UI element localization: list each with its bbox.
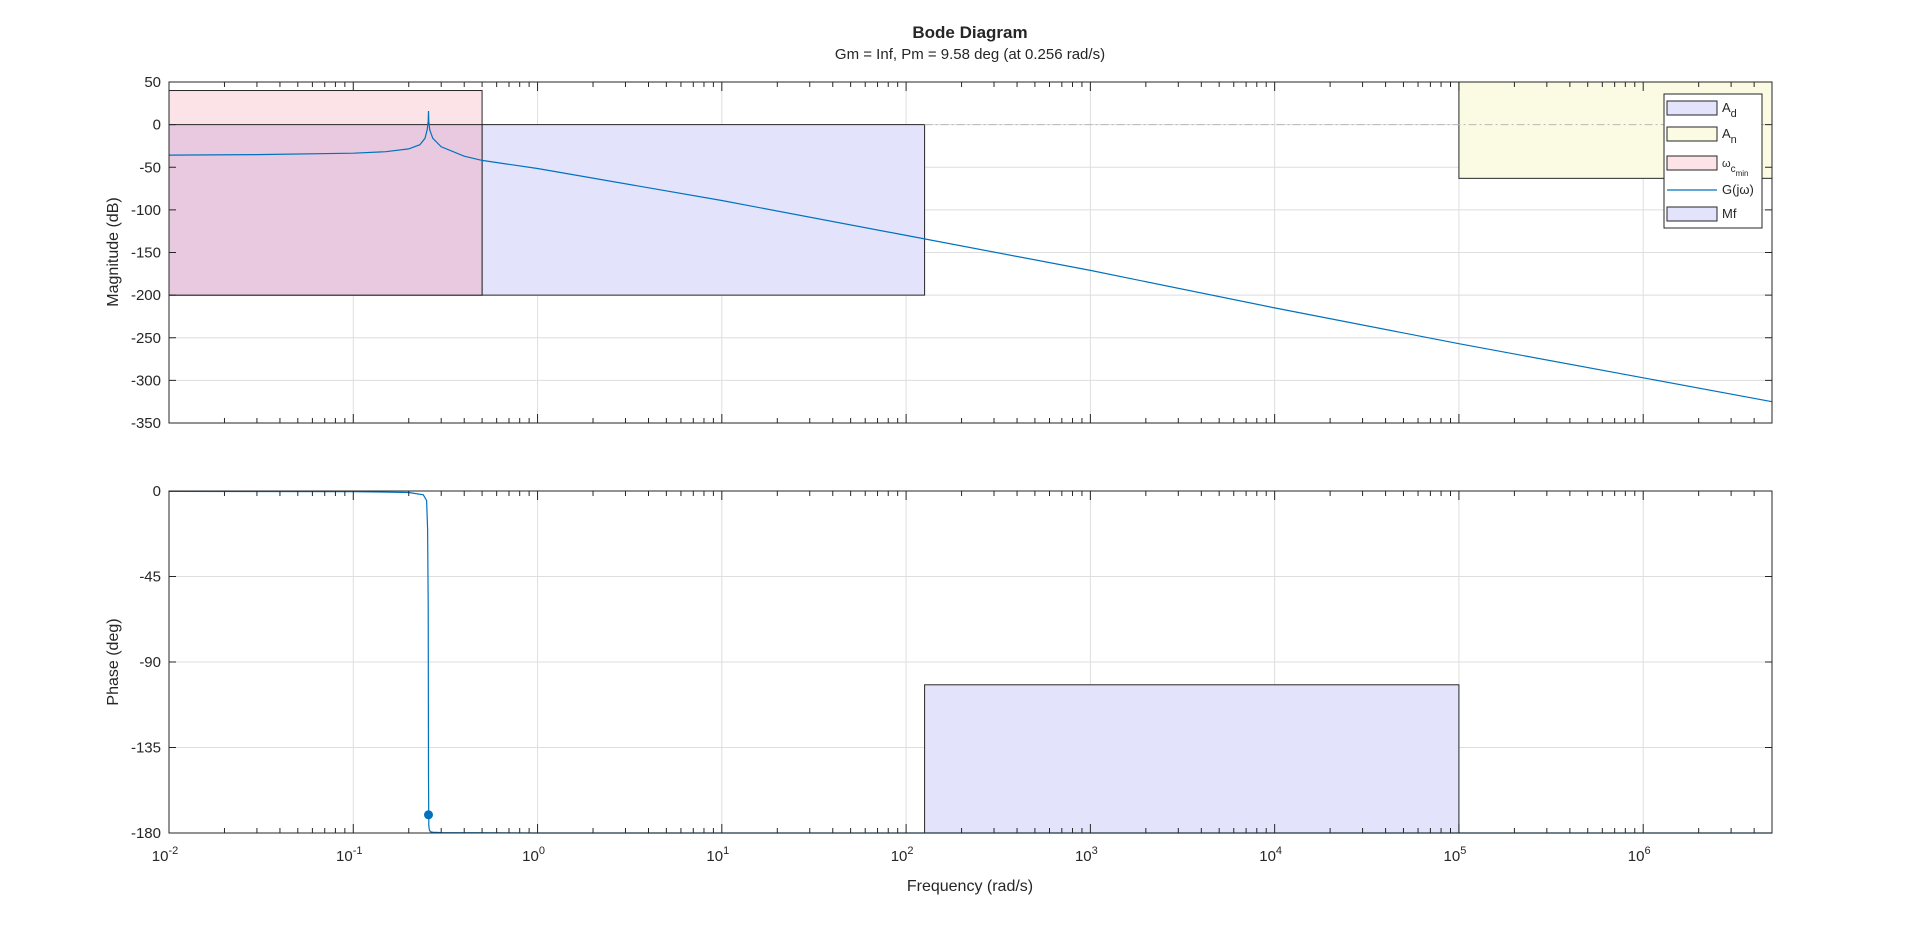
magnitude-ticks [168, 81, 1773, 424]
x-axis-label: Frequency (rad/s) [907, 878, 1033, 895]
phase-margin-marker [424, 810, 434, 820]
x-tick-labels: 10-2 10-1 100 101 102 103 104 105 106 [152, 845, 1651, 865]
magnitude-y-tick-labels: 50 0 -50 -100 -150 -200 -250 -300 -350 [131, 74, 161, 432]
phase-ticks [168, 490, 1773, 834]
legend-swatch-Ad [1666, 100, 1718, 116]
magnitude-y-tick-label: -250 [131, 330, 161, 347]
legend-label-wc_min: ωcmin [1722, 158, 1748, 178]
chart-subtitle: Gm = Inf, Pm = 9.58 deg (at 0.256 rad/s) [835, 46, 1105, 63]
x-tick-label: 100 [522, 845, 545, 865]
phase-panel: 0 -45 -90 -135 -180 Phase (deg) [105, 483, 1773, 842]
magnitude-y-tick-label: -300 [131, 372, 161, 389]
magnitude-lines [168, 110, 1773, 403]
phase-region-Mf [924, 684, 1460, 834]
x-tick-label: 106 [1628, 845, 1651, 865]
x-tick-label: 10-2 [152, 845, 178, 865]
x-tick-label: 104 [1259, 845, 1282, 865]
legend-label-Ad: Ad [1722, 100, 1737, 120]
phase-y-tick-label: -180 [131, 825, 161, 842]
legend-label-Mf: Mf [1722, 206, 1737, 221]
legend-label-G: G(jω) [1722, 182, 1754, 197]
magnitude-y-tick-label: 0 [153, 117, 161, 134]
magnitude-y-tick-label: -200 [131, 287, 161, 304]
x-tick-label: 101 [706, 845, 729, 865]
magnitude-panel: 50 0 -50 -100 -150 -200 -250 -300 -350 Magnitude… [105, 74, 1773, 432]
phase-y-tick-label: -45 [139, 569, 161, 586]
legend-swatch-An [1666, 126, 1718, 142]
magnitude-regions [168, 81, 1773, 296]
legend-label-An: An [1722, 126, 1737, 146]
phase-y-tick-labels: 0 -45 -90 -135 -180 [131, 483, 161, 842]
x-tick-label: 10-1 [336, 845, 362, 865]
phase-y-tick-label: 0 [153, 483, 161, 500]
phase-regions [924, 684, 1460, 834]
x-tick-label: 102 [891, 845, 914, 865]
phase-y-label: Phase (deg) [105, 618, 122, 705]
x-tick-label: 103 [1075, 845, 1098, 865]
x-tick-label: 105 [1444, 845, 1467, 865]
magnitude-y-tick-label: -150 [131, 245, 161, 262]
magnitude-y-tick-label: -50 [139, 159, 161, 176]
magnitude-y-tick-label: 50 [144, 74, 161, 91]
legend-swatch-wc_min [1666, 155, 1718, 171]
chart-title: Bode Diagram [912, 23, 1027, 42]
legend-swatch-Mf [1666, 206, 1718, 222]
magnitude-region-overlap [168, 124, 483, 296]
magnitude-response-line [168, 110, 1773, 403]
phase-y-tick-label: -90 [139, 654, 161, 671]
magnitude-y-tick-label: -350 [131, 415, 161, 432]
phase-y-tick-label: -135 [131, 740, 161, 757]
magnitude-y-label: Magnitude (dB) [105, 197, 122, 306]
magnitude-y-tick-label: -100 [131, 202, 161, 219]
legend: Ad An ωcmin G(jω) Mf [1663, 93, 1763, 229]
